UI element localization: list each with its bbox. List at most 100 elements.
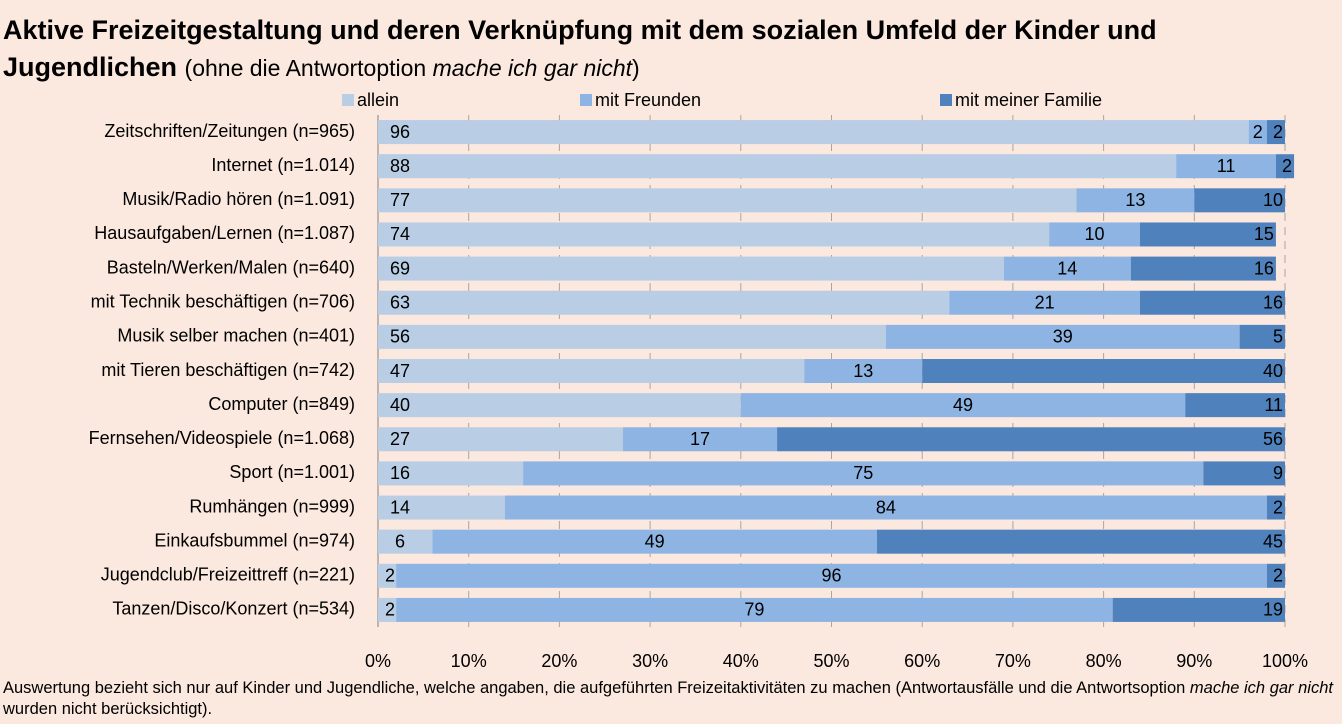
subtitle: (ohne die Antwortoption bbox=[184, 55, 433, 81]
data-label: 2 bbox=[1253, 122, 1263, 142]
x-tick-label: 80% bbox=[1086, 651, 1122, 671]
data-label: 40 bbox=[390, 395, 410, 415]
data-label: 2 bbox=[385, 600, 395, 620]
data-label: 15 bbox=[1254, 224, 1274, 244]
bar-segment bbox=[885, 324, 1240, 349]
bar-segment bbox=[432, 529, 877, 554]
legend-swatch bbox=[342, 94, 354, 106]
bar-segment bbox=[876, 529, 1285, 554]
y-tick-label: Hausaufgaben/Lernen (n=1.087) bbox=[94, 223, 355, 243]
data-label: 16 bbox=[1263, 292, 1283, 312]
bar-segment bbox=[1266, 120, 1285, 145]
data-label: 13 bbox=[1125, 190, 1145, 210]
bar-segment bbox=[396, 597, 1113, 622]
y-tick-label: Fernsehen/Videospiele (n=1.068) bbox=[89, 428, 355, 448]
data-label: 11 bbox=[1217, 156, 1236, 176]
x-tick-label: 50% bbox=[813, 651, 849, 671]
data-label: 49 bbox=[953, 395, 973, 415]
bar-segment bbox=[1139, 290, 1285, 315]
chart-title: Aktive Freizeitgestaltung und deren Verk… bbox=[3, 15, 1157, 82]
y-tick-label: Musik selber machen (n=401) bbox=[117, 326, 355, 346]
bar-segment bbox=[1239, 324, 1285, 349]
data-label: 27 bbox=[390, 429, 410, 449]
data-label: 77 bbox=[390, 190, 410, 210]
bar-segment bbox=[622, 427, 778, 452]
data-label: 84 bbox=[876, 497, 896, 517]
data-label: 56 bbox=[390, 327, 410, 347]
data-label: 2 bbox=[1282, 156, 1292, 176]
data-label: 47 bbox=[390, 361, 410, 381]
data-label: 10 bbox=[1263, 190, 1283, 210]
data-label: 19 bbox=[1263, 600, 1283, 620]
data-label: 79 bbox=[744, 600, 764, 620]
bar-segment bbox=[949, 290, 1140, 315]
bar-segment bbox=[378, 222, 1050, 247]
bar-segment bbox=[378, 597, 397, 622]
bar-segment bbox=[1203, 461, 1285, 486]
data-label: 39 bbox=[1053, 327, 1073, 347]
y-tick-label: mit Tieren beschäftigen (n=742) bbox=[101, 360, 355, 380]
legend-label: mit Freunden bbox=[595, 90, 701, 110]
data-label: 16 bbox=[390, 463, 410, 483]
bar-segment bbox=[1112, 597, 1285, 622]
legend-swatch bbox=[940, 94, 952, 106]
x-tick-label: 70% bbox=[995, 651, 1031, 671]
bar-segment bbox=[378, 324, 886, 349]
x-tick-label: 10% bbox=[451, 651, 487, 671]
data-label: 56 bbox=[1263, 429, 1283, 449]
bar-segment bbox=[378, 529, 433, 554]
bar-segment bbox=[1266, 495, 1285, 520]
bar-segment bbox=[1003, 256, 1131, 281]
y-tick-label: Internet (n=1.014) bbox=[211, 155, 355, 175]
data-label: 14 bbox=[1057, 258, 1077, 278]
bar-segment bbox=[1139, 222, 1276, 247]
bar-segment bbox=[1185, 393, 1285, 418]
legend-label: allein bbox=[357, 90, 399, 110]
x-tick-label: 40% bbox=[723, 651, 759, 671]
bar-segment bbox=[378, 495, 505, 520]
x-tick-label: 60% bbox=[904, 651, 940, 671]
y-tick-label: Computer (n=849) bbox=[208, 394, 355, 414]
data-label: 5 bbox=[1273, 327, 1283, 347]
x-tick-label: 90% bbox=[1176, 651, 1212, 671]
bar-segment bbox=[378, 427, 623, 452]
footnote-text: wurden nicht berücksichtigt). bbox=[3, 700, 213, 718]
y-tick-label: Tanzen/Disco/Konzert (n=534) bbox=[112, 599, 355, 619]
bar-segment bbox=[378, 563, 397, 588]
bar-segment bbox=[504, 495, 1267, 520]
x-tick-label: 0% bbox=[365, 651, 391, 671]
chart: 0% 10% 20% 30% 40% 50% 60% 70% 80% 90% 100% allein m… bbox=[89, 90, 1308, 671]
subtitle: ) bbox=[632, 55, 640, 81]
y-tick-label: Sport (n=1.001) bbox=[229, 462, 355, 482]
data-label: 2 bbox=[385, 566, 395, 586]
data-label: 88 bbox=[390, 156, 410, 176]
data-label: 75 bbox=[853, 463, 873, 483]
data-label: 45 bbox=[1263, 531, 1283, 551]
bar-segment bbox=[740, 393, 1186, 418]
bar-segment bbox=[378, 154, 1177, 179]
bar-segment bbox=[1275, 154, 1295, 179]
data-label: 40 bbox=[1263, 361, 1283, 381]
data-label: 2 bbox=[1273, 122, 1283, 142]
bar-segment bbox=[777, 427, 1285, 452]
y-tick-label: Basteln/Werken/Malen (n=640) bbox=[107, 257, 355, 277]
y-tick-label: Einkaufsbummel (n=974) bbox=[154, 530, 355, 550]
bar-segment bbox=[378, 290, 950, 315]
data-label: 96 bbox=[821, 566, 841, 586]
x-tick-label: 20% bbox=[541, 651, 577, 671]
y-tick-label: mit Technik beschäftigen (n=706) bbox=[91, 291, 355, 311]
bar-segment bbox=[523, 461, 1204, 486]
bar-segment bbox=[396, 563, 1267, 588]
legend-swatch bbox=[580, 94, 592, 106]
bar-segment bbox=[1049, 222, 1140, 247]
data-label: 10 bbox=[1085, 224, 1105, 244]
legend-label: mit meiner Familie bbox=[955, 90, 1102, 110]
data-label: 21 bbox=[1035, 292, 1055, 312]
bar-segment bbox=[1130, 256, 1276, 281]
bar-segment bbox=[922, 359, 1285, 383]
data-label: 14 bbox=[390, 497, 410, 517]
bar-segment bbox=[1266, 563, 1285, 588]
bar-segment bbox=[378, 393, 741, 418]
header: Aktive Freizeitgestaltung und deren Verk… bbox=[3, 12, 1323, 87]
